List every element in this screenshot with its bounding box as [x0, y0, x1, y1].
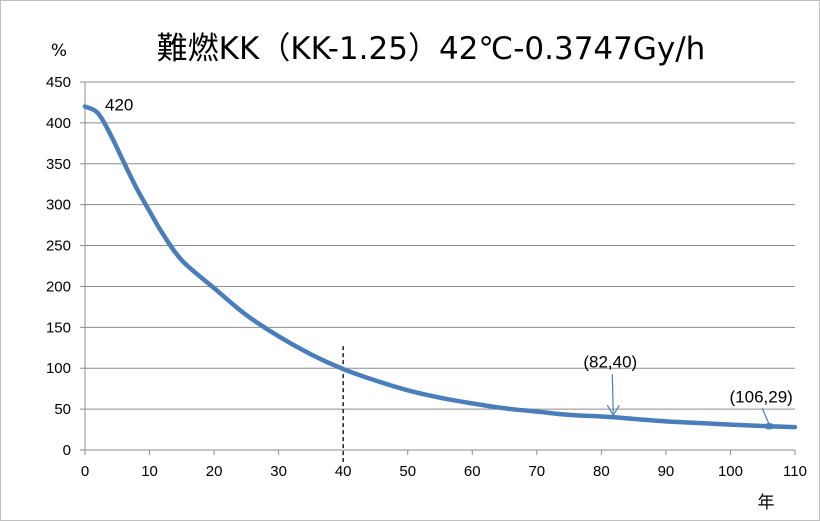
y-tick-label: 300	[46, 197, 71, 214]
x-tick-label: 50	[399, 463, 416, 480]
data-label: (82,40)	[583, 352, 637, 371]
x-tick-label: 20	[206, 463, 223, 480]
series-group	[82, 104, 798, 430]
annotation-arrow	[611, 374, 614, 414]
x-tick-label: 60	[464, 463, 481, 480]
x-tick-label: 0	[81, 463, 89, 480]
x-axis-unit-label: 年	[758, 493, 775, 513]
data-label: (106,29)	[730, 387, 793, 406]
x-tick-label: 10	[141, 463, 158, 480]
y-tick-label: 50	[54, 401, 71, 418]
y-tick-label: 400	[46, 115, 71, 132]
y-tick-label: 150	[46, 319, 71, 336]
x-tick-label: 110	[783, 463, 807, 480]
series-line	[82, 104, 798, 430]
y-tick-label: 250	[46, 238, 71, 255]
x-tick-label: 100	[718, 463, 743, 480]
grid-lines	[85, 81, 795, 410]
y-tick-label: 200	[46, 278, 71, 295]
annotation-marker	[766, 423, 773, 430]
y-tick-label: 0	[63, 442, 71, 459]
x-tick-label: 40	[335, 463, 352, 480]
annotation-arrowhead	[606, 404, 620, 417]
annotations: 420 (82,40) (106,29)	[105, 96, 793, 430]
y-tick-label: 350	[46, 156, 71, 173]
chart-title: 難燃KK（KK-1.25）42℃-0.3747Gy/h	[157, 31, 706, 67]
x-tick-label: 80	[593, 463, 610, 480]
x-tick-label: 70	[528, 463, 545, 480]
data-label: 420	[105, 96, 133, 115]
y-tick-label: 450	[46, 74, 71, 91]
y-axis-unit-label: %	[51, 41, 67, 61]
y-tick-label: 100	[46, 360, 71, 377]
annotation-arrow	[761, 408, 770, 425]
x-tick-label: 30	[270, 463, 287, 480]
x-tick-label: 90	[658, 463, 675, 480]
axes	[80, 81, 796, 455]
tick-labels: 0 50 100 150 200 250 300 350 400 450 0 10 20 30 40 50 60…	[46, 74, 807, 480]
